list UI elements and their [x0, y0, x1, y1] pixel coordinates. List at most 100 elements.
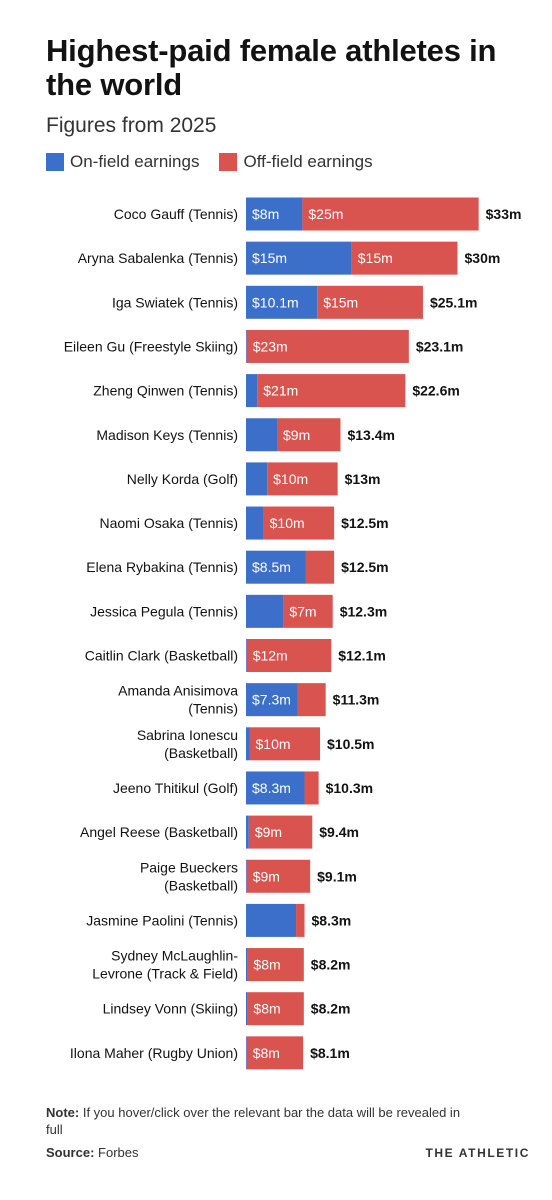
on-field-bar: [246, 594, 284, 628]
bar-row[interactable]: Madison Keys (Tennis) $9m $13.4m: [96, 418, 395, 452]
total-value-label: $23.1m: [416, 338, 463, 354]
row-label: Sydney McLaughlin-: [111, 948, 238, 964]
bar-row[interactable]: Ilona Maher (Rugby Union) $8m $8.1m: [70, 1036, 350, 1070]
bar-row[interactable]: Lindsey Vonn (Skiing) $8m $8.2m: [103, 992, 351, 1026]
bar-row[interactable]: Jeeno Thitikul (Golf) $8.3m $10.3m: [113, 771, 373, 805]
on-field-bar: [246, 329, 247, 363]
on-field-bar: [246, 550, 306, 584]
total-value-label: $8.3m: [312, 912, 352, 928]
total-value-label: $12.5m: [341, 559, 388, 575]
row-label: Amanda Anisimova: [118, 683, 238, 699]
legend: On-field earnings Off-field earnings: [46, 150, 393, 174]
total-value-label: $10.3m: [326, 780, 373, 796]
off-field-bar: [246, 1036, 304, 1070]
bar-row[interactable]: Coco Gauff (Tennis) $8m $25m $33m: [114, 197, 522, 231]
row-label: Levrone (Track & Field): [92, 966, 238, 982]
off-field-bar: [296, 903, 305, 937]
bar-row[interactable]: Aryna Sabalenka (Tennis) $15m $15m $30m: [78, 241, 501, 275]
chart-title: Highest-paid female athletes in the worl…: [46, 33, 497, 102]
on-field-bar: [246, 727, 250, 761]
row-label: Madison Keys (Tennis): [96, 427, 238, 443]
footer-note: Note: If you hover/click over the releva…: [46, 1104, 476, 1138]
bar-row[interactable]: Eileen Gu (Freestyle Skiing) $23m $23.1m: [64, 329, 464, 363]
off-field-bar: [248, 815, 313, 849]
row-label: Iga Swiatek (Tennis): [112, 294, 238, 310]
on-field-value-label: $10.1m: [252, 294, 299, 310]
on-field-bar: [246, 197, 303, 231]
bar-row[interactable]: Sabrina Ionescu (Basketball) $10m $10.5m: [137, 727, 375, 761]
off-field-value-label: $8m: [253, 1001, 280, 1017]
off-field-bar: [283, 594, 333, 628]
off-field-value-label: $15m: [323, 294, 358, 310]
off-field-value-label: $10m: [256, 736, 291, 752]
row-label: Jasmine Paolini (Tennis): [86, 912, 238, 928]
bar-row[interactable]: Zheng Qinwen (Tennis) $21m $22.6m: [93, 374, 460, 408]
on-field-bar: [246, 241, 352, 275]
off-field-value-label: $23m: [253, 338, 288, 354]
legend-item-off-field: Off-field earnings: [219, 152, 373, 172]
row-label: (Basketball): [164, 745, 238, 761]
on-field-value-label: $15m: [252, 250, 287, 266]
off-field-bar: [263, 506, 335, 540]
off-field-value-label: $15m: [358, 250, 393, 266]
bar-row[interactable]: Iga Swiatek (Tennis) $10.1m $15m $25.1m: [112, 285, 478, 319]
total-value-label: $8.2m: [311, 957, 351, 973]
on-field-value-label: $8m: [252, 206, 279, 222]
row-label: (Tennis): [188, 701, 238, 717]
total-value-label: $12.1m: [338, 648, 385, 664]
note-text: If you hover/click over the relevant bar…: [46, 1105, 461, 1137]
on-field-bar: [246, 948, 248, 982]
total-value-label: $8.2m: [311, 1001, 351, 1017]
bar-row[interactable]: Amanda Anisimova (Tennis) $7.3m $11.3m: [118, 683, 379, 717]
row-label: Ilona Maher (Rugby Union): [70, 1045, 238, 1061]
on-field-bar: [246, 683, 298, 717]
on-field-value-label: $8.3m: [252, 780, 291, 796]
off-field-bar: [247, 992, 304, 1026]
bar-row[interactable]: Jessica Pegula (Tennis) $7m $12.3m: [90, 594, 387, 628]
bar-row[interactable]: Caitlin Clark (Basketball) $12m $12.1m: [85, 639, 386, 672]
row-label: Angel Reese (Basketball): [80, 824, 238, 840]
total-value-label: $13.4m: [347, 427, 394, 443]
row-label: (Basketball): [164, 877, 238, 893]
total-value-label: $33m: [486, 206, 522, 222]
chart-subtitle: Figures from 2025: [46, 114, 217, 137]
off-field-value-label: $10m: [273, 471, 308, 487]
bar-row[interactable]: Naomi Osaka (Tennis) $10m $12.5m: [100, 506, 389, 540]
on-field-bar: [246, 506, 264, 540]
row-label: Coco Gauff (Tennis): [114, 206, 238, 222]
legend-item-on-field: On-field earnings: [46, 152, 199, 172]
total-value-label: $12.5m: [341, 515, 388, 531]
off-field-bar: [257, 374, 406, 408]
total-value-label: $30m: [465, 250, 501, 266]
off-field-value-label: $9m: [255, 824, 282, 840]
on-field-bar: [246, 639, 247, 672]
total-value-label: $8.1m: [310, 1045, 350, 1061]
bar-row[interactable]: Jasmine Paolini (Tennis) $8.3m: [86, 903, 352, 937]
row-label: Eileen Gu (Freestyle Skiing): [64, 338, 238, 354]
on-field-bar: [246, 992, 248, 1026]
off-field-bar: [302, 197, 479, 231]
off-field-bar: [246, 639, 332, 672]
on-field-bar: [246, 462, 268, 496]
on-field-bar: [246, 1036, 247, 1070]
bar-row[interactable]: Paige Bueckers (Basketball) $9m $9.1m: [140, 859, 357, 893]
bar-row[interactable]: Angel Reese (Basketball) $9m $9.4m: [80, 815, 359, 849]
row-label: Paige Bueckers: [140, 859, 238, 875]
off-field-value-label: $21m: [263, 383, 298, 399]
bar-row[interactable]: Sydney McLaughlin- Levrone (Track & Field…: [92, 948, 350, 982]
total-value-label: $22.6m: [412, 383, 459, 399]
off-field-bar: [247, 948, 304, 982]
on-field-bar: [246, 903, 297, 937]
off-field-bar: [246, 859, 311, 893]
bar-row[interactable]: Elena Rybakina (Tennis) $8.5m $12.5m: [86, 550, 389, 584]
bar-row[interactable]: Nelly Korda (Golf) $10m $13m: [127, 462, 381, 496]
on-field-value-label: $7.3m: [252, 692, 291, 708]
on-field-bar: [246, 859, 247, 893]
off-field-bar: [317, 285, 423, 319]
source-label: Source:: [46, 1145, 95, 1160]
off-field-bar: [304, 771, 319, 805]
off-field-value-label: $7m: [289, 603, 316, 619]
row-label: Jeeno Thitikul (Golf): [113, 780, 238, 796]
